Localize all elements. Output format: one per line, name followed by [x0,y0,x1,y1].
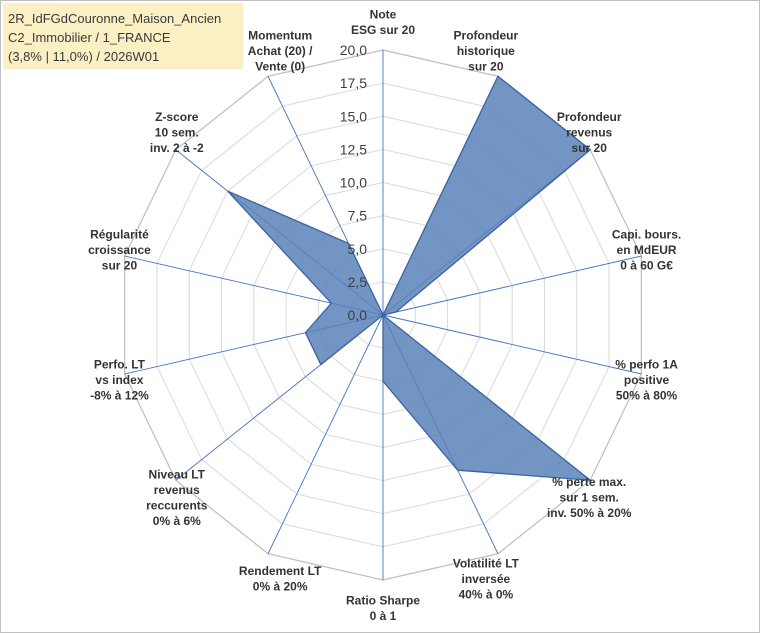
tick-label: 17,5 [340,75,367,91]
axis-label-line: Achat (20) / [248,44,313,58]
axis-label-line: Volatilité LT [453,556,520,570]
tick-label: 7,5 [348,208,368,224]
tick-label: 5,0 [348,241,368,257]
axis-label-line: sur 20 [468,60,504,74]
axis-label-line: Niveau LT [149,467,206,481]
axis-label: Régularité croissance sur 20 [88,227,151,272]
axis-label: Profondeur revenus sur 20 [557,110,622,155]
axis-label-line: Capi. bours. [612,227,681,241]
axis-label: Z-score 10 sem. inv. 2 à -2 [150,110,204,155]
axis-label-line: 0 à 1 [370,609,397,623]
axis-label-line: historique [457,44,515,58]
axis-label-line: Vente (0) [255,60,305,74]
axis-spoke [267,314,384,554]
tick-label: 12,5 [340,141,367,157]
axis-label-line: Rendement LT [239,564,322,578]
axis-label-line: Profondeur [557,110,622,124]
tick-label: 2,5 [348,274,368,290]
axis-label-line: Note [370,7,397,21]
axis-label-line: en MdEUR [617,243,677,257]
tick-layer: 0,0 2,5 5,0 7,5 10,0 12,5 15,0 17,5 20,0 [340,42,367,323]
axis-label: Momentum Achat (20) / Vente (0) [248,29,313,74]
axis-label: Profondeur historique sur 20 [454,29,519,74]
axis-label: Note ESG sur 20 [351,7,415,37]
title-line-2: C2_Immobilier / 1_FRANCE [8,30,171,45]
axis-label-line: revenus [566,125,612,139]
axis-label-line: sur 20 [572,141,608,155]
axis-label-line: Ratio Sharpe [346,593,420,607]
axis-label-line: Momentum [248,29,312,43]
axis-label-line: % perfo 1A [615,358,678,372]
series-layer [227,75,593,482]
axis-label-line: positive [624,373,670,387]
title-line-1: 2R_IdFGdCouronne_Maison_Ancien [8,11,222,26]
axis-label: Capi. bours. en MdEUR 0 à 60 G€ [612,227,681,272]
axis-label-line: Perfo. LT [94,358,146,372]
axis-label-line: inv. 2 à -2 [150,141,204,155]
axis-label: Niveau LT revenus reccurents 0% à 6% [146,467,208,527]
axis-label-line: % perte max. [552,475,626,489]
axis-label-line: 0% à 20% [253,580,308,594]
tick-label: 0,0 [348,307,368,323]
axis-label: % perte max. sur 1 sem. inv. 50% à 20% [547,475,632,520]
axis-label-line: sur 1 sem. [560,491,619,505]
axis-label-line: vs index [95,373,143,387]
axis-label-line: -8% à 12% [90,389,149,403]
axis-label-line: 0 à 60 G€ [620,258,673,272]
axis-label-line: Régularité [90,227,149,241]
axis-label: % perfo 1A positive 50% à 80% [615,358,678,403]
axis-label: Volatilité LT inversée 40% à 0% [453,556,520,601]
axis-label-line: inv. 50% à 20% [547,506,632,520]
axis-label-line: 50% à 80% [616,389,678,403]
axis-label-line: croissance [88,243,151,257]
axis-label-line: 10 sem. [155,125,199,139]
axis-label-line: ESG sur 20 [351,23,415,37]
tick-label: 20,0 [340,42,367,58]
tick-label: 15,0 [340,108,367,124]
label-layer: Note ESG sur 20 Profondeur historique sur 20… [88,7,681,623]
axis-label: Ratio Sharpe 0 à 1 [346,593,420,623]
axis-label-line: inversée [462,572,511,586]
axis-label-line: sur 20 [102,258,138,272]
axis-label: Rendement LT 0% à 20% [239,564,322,594]
chart-title-box: 2R_IdFGdCouronne_Maison_Ancien C2_Immobi… [3,3,243,69]
axis-label-line: revenus [154,483,200,497]
axis-label-line: 40% à 0% [459,587,514,601]
axis-label: Perfo. LT vs index -8% à 12% [90,358,149,403]
axis-spoke [382,255,642,316]
tick-label: 10,0 [340,175,367,191]
axis-spoke [382,314,642,375]
axis-label-line: Profondeur [454,29,519,43]
series-area [227,75,593,482]
axis-label-line: Z-score [155,110,199,124]
axis-label-line: reccurents [146,498,208,512]
title-line-3: (3,8% | 11,0%) / 2026W01 [8,49,160,64]
axis-label-line: 0% à 6% [153,514,201,528]
